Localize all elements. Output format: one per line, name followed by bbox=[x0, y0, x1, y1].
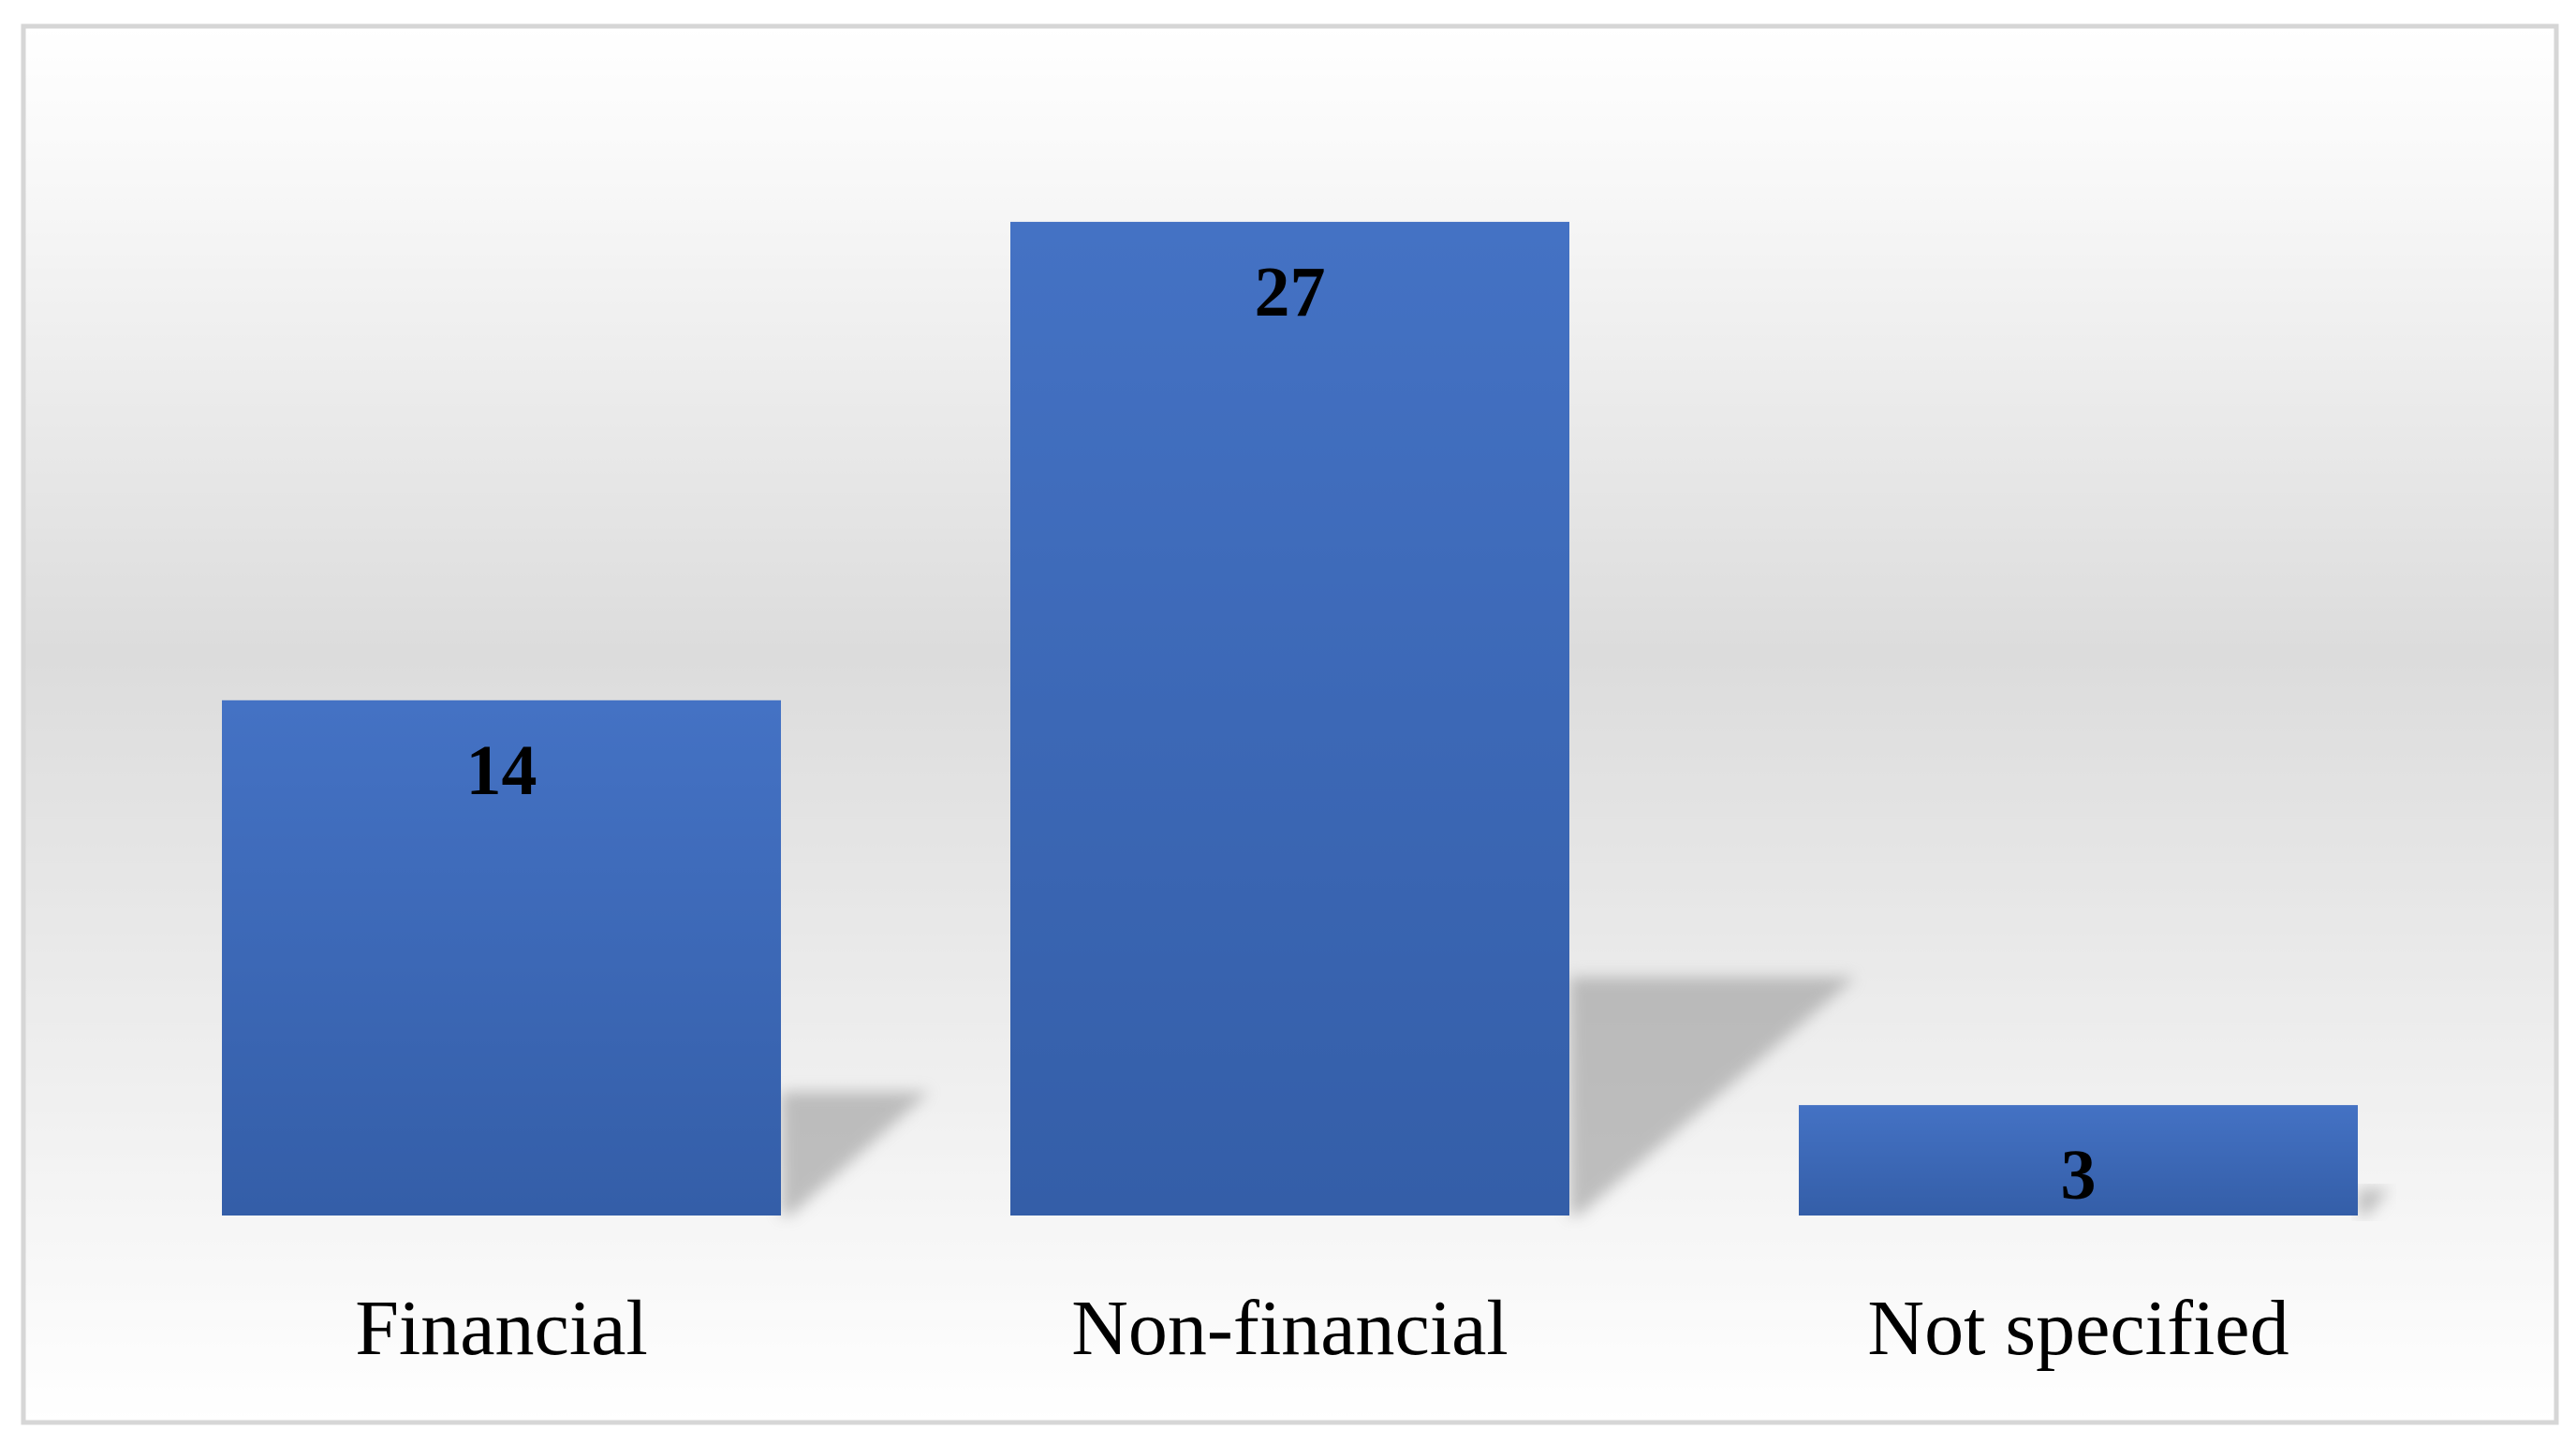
bar-shadow bbox=[2358, 1188, 2390, 1216]
x-tick-label: Financial bbox=[355, 1285, 648, 1372]
x-tick-label: Non-financial bbox=[1071, 1285, 1508, 1372]
bar bbox=[1799, 1105, 2358, 1216]
bar bbox=[222, 700, 781, 1216]
x-tick-label: Not specified bbox=[1867, 1285, 2289, 1372]
bar-shadow bbox=[1569, 977, 1856, 1216]
value-label: 27 bbox=[1255, 253, 1326, 332]
value-label: 14 bbox=[466, 731, 537, 810]
value-label: 3 bbox=[2061, 1136, 2097, 1215]
bar-shadow bbox=[781, 1091, 930, 1216]
bar bbox=[1010, 221, 1569, 1216]
